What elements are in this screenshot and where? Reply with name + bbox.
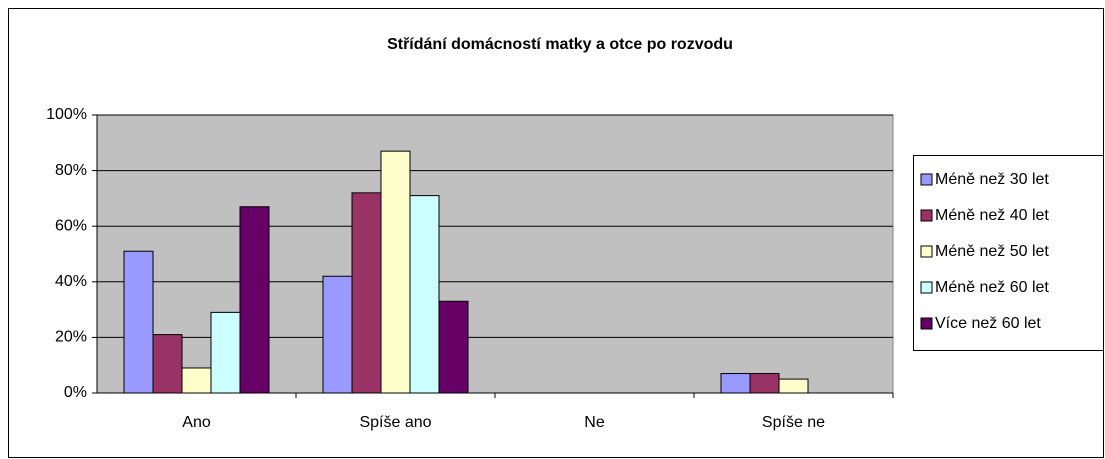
x-tick-label: Ne bbox=[584, 414, 605, 431]
legend-swatch bbox=[920, 281, 933, 294]
legend-label: Méně než 40 let bbox=[935, 207, 1049, 224]
y-tick-label: 80% bbox=[55, 162, 87, 179]
y-tick-label: 40% bbox=[55, 273, 87, 290]
legend-swatch bbox=[920, 209, 933, 222]
x-tick-label: Ano bbox=[182, 414, 211, 431]
chart-title: Střídání domácností matky a otce po rozv… bbox=[387, 36, 733, 53]
bar bbox=[123, 250, 154, 394]
bar bbox=[438, 300, 469, 394]
bar bbox=[239, 206, 270, 394]
bar bbox=[778, 378, 809, 394]
legend-label: Méně než 60 let bbox=[935, 279, 1049, 296]
bar bbox=[181, 367, 212, 394]
x-tick-label: Spíše ne bbox=[762, 414, 825, 431]
bar bbox=[409, 195, 440, 394]
bar bbox=[152, 334, 183, 394]
y-tick-label: 100% bbox=[46, 106, 87, 123]
legend-label: Více než 60 let bbox=[935, 315, 1041, 332]
bar bbox=[720, 373, 751, 394]
y-tick-label: 20% bbox=[55, 329, 87, 346]
legend-swatch bbox=[920, 245, 933, 258]
legend-swatch bbox=[920, 173, 933, 186]
bar bbox=[749, 373, 780, 394]
bar bbox=[351, 192, 382, 394]
bar bbox=[322, 275, 353, 394]
legend-label: Méně než 30 let bbox=[935, 171, 1049, 188]
legend-box bbox=[913, 155, 1104, 351]
legend-swatch bbox=[920, 317, 933, 330]
y-tick-label: 60% bbox=[55, 217, 87, 234]
legend-label: Méně než 50 let bbox=[935, 243, 1049, 260]
x-tick-label: Spíše ano bbox=[359, 414, 431, 431]
bar bbox=[210, 311, 241, 394]
bar bbox=[380, 150, 411, 394]
y-tick-label: 0% bbox=[64, 384, 87, 401]
